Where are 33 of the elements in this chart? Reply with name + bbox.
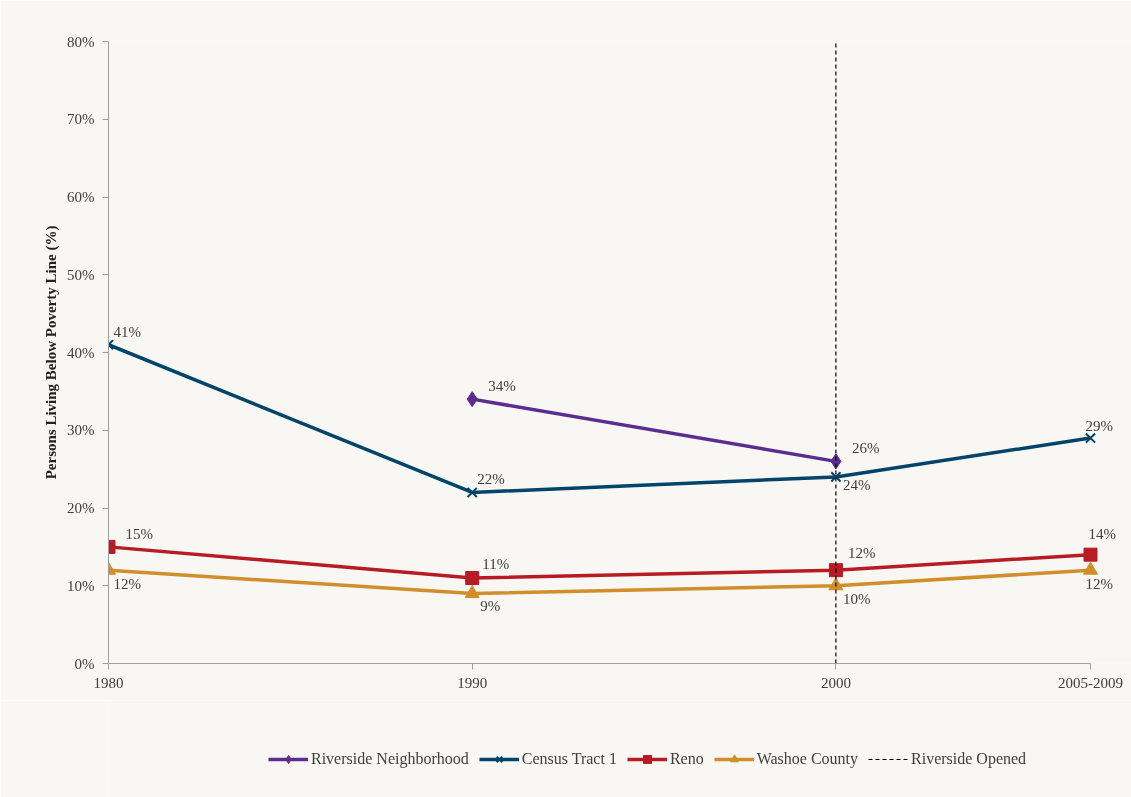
legend-label: Riverside Opened — [911, 750, 1027, 768]
legend-label: Washoe County — [756, 750, 859, 768]
data-label: 11% — [482, 555, 510, 572]
legend-label: Reno — [669, 750, 704, 768]
data-label: 22% — [477, 471, 505, 488]
data-label: 24% — [842, 476, 871, 493]
data-label: 34% — [488, 378, 516, 395]
data-label: 12% — [847, 545, 876, 562]
data-label: 14% — [1088, 525, 1116, 542]
y-tick-label: 60% — [67, 189, 95, 205]
data-label: 41% — [113, 323, 141, 340]
data-label: 12% — [1085, 576, 1113, 593]
data-label: 9% — [480, 597, 501, 614]
legend-label: Riverside Neighborhood — [311, 750, 469, 768]
data-label: 12% — [113, 576, 141, 593]
data-label: 15% — [125, 525, 153, 542]
y-tick-label: 10% — [67, 577, 95, 594]
x-tick-label: 1980 — [93, 674, 124, 691]
y-axis-title: Persons Living Below Poverty Line (%) — [43, 225, 60, 480]
y-tick-label: 50% — [67, 266, 95, 283]
y-tick-label: 30% — [67, 422, 95, 439]
y-tick-label: 20% — [67, 500, 95, 516]
y-tick-label: 40% — [67, 344, 95, 361]
x-tick-label: 2005-2009 — [1058, 674, 1123, 691]
data-label: 10% — [842, 590, 871, 607]
data-label: 26% — [851, 440, 880, 457]
y-tick-label: 0% — [74, 655, 95, 672]
x-tick-label: 1990 — [457, 674, 488, 691]
data-label: 29% — [1085, 418, 1113, 435]
x-tick-label: 2000 — [820, 674, 851, 691]
legend-label: Census Tract 1 — [521, 750, 617, 768]
y-tick-label: 70% — [67, 111, 95, 128]
y-tick-label: 80% — [67, 33, 95, 50]
